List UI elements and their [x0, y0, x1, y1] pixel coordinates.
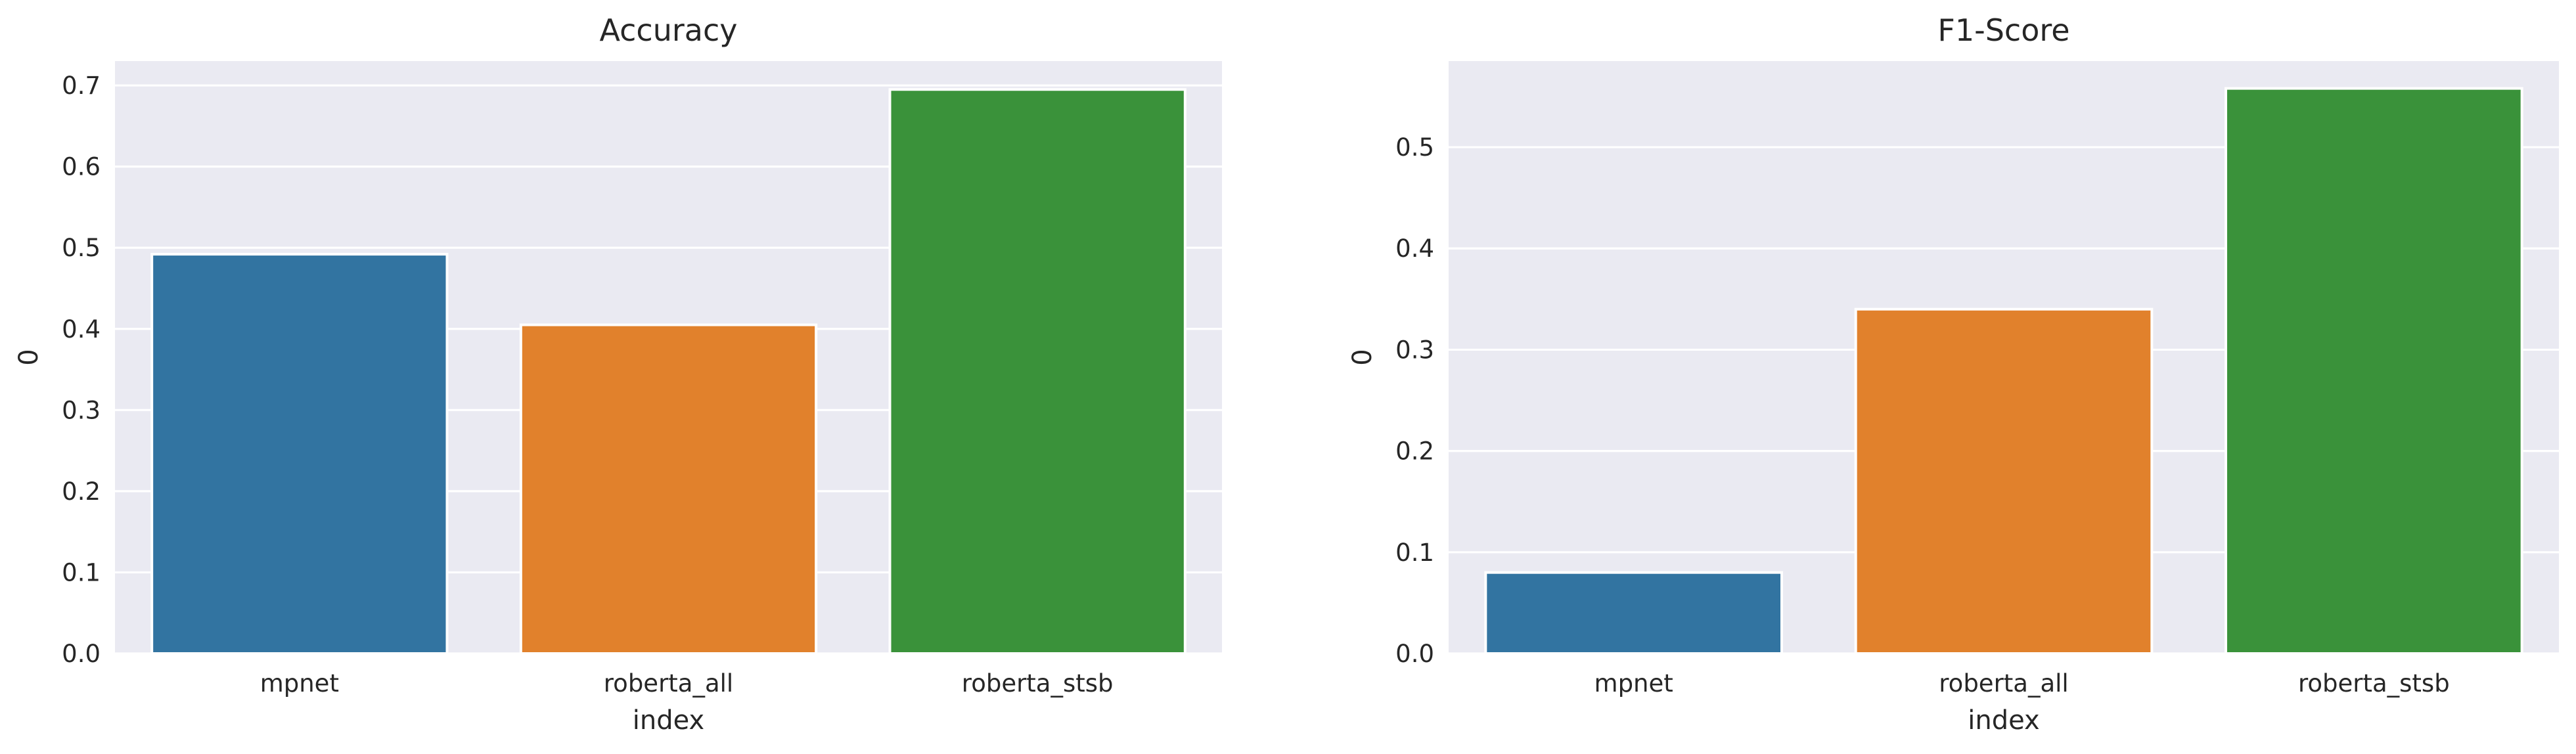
bar-roberta-all [1854, 307, 2154, 655]
y-tick-label: 0.3 [1395, 336, 1434, 364]
y-tick-label: 0.4 [1395, 234, 1434, 263]
y-axis-title: 0 [1347, 349, 1378, 365]
y-tick-label: 0.5 [1395, 133, 1434, 162]
y-tick-label: 0.1 [62, 558, 101, 587]
x-tick-label: roberta_all [604, 669, 733, 698]
x-tick-label: mpnet [1594, 669, 1673, 698]
x-tick-label: roberta_stsb [962, 669, 1114, 698]
y-axis-title: 0 [14, 349, 44, 365]
bar-roberta-all [519, 323, 818, 655]
x-axis-title: index [1968, 705, 2039, 736]
x-tick-label: roberta_all [1939, 669, 2068, 698]
y-tick-label: 0.2 [62, 477, 101, 506]
accuracy-chart: 0.0 0.1 0.2 0.3 0.4 0.5 0.6 0.7 mpnet roberta_all… [14, 12, 1222, 736]
bar-mpnet [1484, 571, 1783, 655]
y-tick-label: 0.5 [62, 234, 101, 262]
y-tick-label: 0.3 [62, 396, 101, 424]
bar-mpnet [150, 253, 449, 655]
y-tick-label: 0.0 [1395, 640, 1434, 668]
chart-title: Accuracy [599, 12, 737, 48]
y-tick-label: 0.0 [62, 640, 101, 668]
y-tick-label: 0.7 [62, 72, 101, 100]
x-tick-label: mpnet [260, 669, 339, 698]
bar-roberta-stsb [2225, 87, 2523, 655]
x-axis-title: index [633, 705, 704, 736]
x-tick-label: roberta_stsb [2298, 669, 2450, 698]
y-tick-label: 0.2 [1395, 437, 1434, 466]
bar-roberta-stsb [888, 88, 1186, 655]
y-tick-label: 0.6 [62, 153, 101, 181]
f1-score-chart: 0.0 0.1 0.2 0.3 0.4 0.5 mpnet roberta_all robert… [1347, 12, 2559, 736]
chart-title: F1-Score [1937, 12, 2069, 48]
y-tick-label: 0.4 [62, 315, 101, 344]
y-tick-label: 0.1 [1395, 539, 1434, 567]
